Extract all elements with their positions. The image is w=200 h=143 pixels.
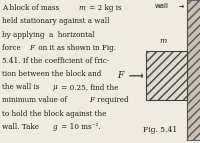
Text: tion between the block and: tion between the block and <box>2 70 101 78</box>
Text: = 0.25, find the: = 0.25, find the <box>59 83 119 91</box>
Text: F: F <box>117 71 124 80</box>
Bar <box>187 0 200 140</box>
Text: the wall is: the wall is <box>2 83 42 91</box>
Text: required: required <box>95 96 129 104</box>
Text: 5.41. If the coefficient of fric-: 5.41. If the coefficient of fric- <box>2 57 109 65</box>
Text: by applying  a  horizontal: by applying a horizontal <box>2 31 95 39</box>
Text: m: m <box>79 4 85 12</box>
Text: F: F <box>89 96 94 104</box>
Text: to hold the block against the: to hold the block against the <box>2 110 106 118</box>
Text: held stationary against a wall: held stationary against a wall <box>2 17 110 25</box>
Text: F: F <box>29 44 34 52</box>
Text: A block of mass: A block of mass <box>2 4 61 12</box>
Bar <box>146 51 187 100</box>
Text: force: force <box>2 44 23 52</box>
Text: m: m <box>159 37 167 45</box>
Text: on it as shown in Fig.: on it as shown in Fig. <box>36 44 116 52</box>
Text: wall. Take: wall. Take <box>2 123 41 131</box>
Text: g: g <box>53 123 57 131</box>
Text: μ: μ <box>53 83 58 91</box>
Text: = 2 kg is: = 2 kg is <box>87 4 122 12</box>
Text: wall: wall <box>155 3 169 9</box>
Text: Fig. 5.41: Fig. 5.41 <box>143 126 177 134</box>
Text: minimum value of: minimum value of <box>2 96 69 104</box>
Text: = 10 ms⁻².: = 10 ms⁻². <box>59 123 100 131</box>
